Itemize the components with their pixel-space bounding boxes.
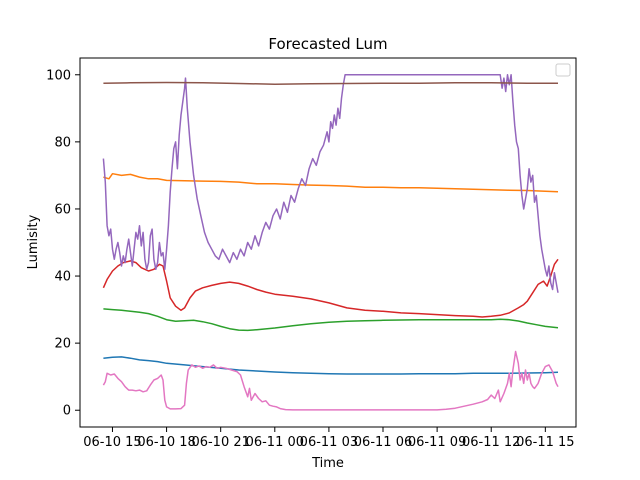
y-tick-label: 100 (46, 68, 71, 83)
y-tick-label: 40 (54, 270, 71, 285)
series-line-2 (103, 172, 559, 193)
x-tick-label: 06-10 15 (83, 435, 141, 450)
chart-title: Forecasted Lum (268, 35, 387, 53)
series-line-1 (103, 356, 559, 375)
series-line-7 (102, 350, 559, 411)
x-tick-label: 06-11 15 (516, 435, 574, 450)
series-line-6 (103, 81, 558, 85)
series-line-3 (103, 308, 559, 332)
plot-frame (79, 57, 577, 428)
x-tick-label: 06-11 12 (462, 435, 520, 450)
x-tick-label: 06-11 03 (300, 435, 358, 450)
series-line-4 (102, 258, 559, 318)
x-axis-label: Time (311, 456, 344, 471)
x-tick-label: 06-10 21 (191, 435, 249, 450)
y-axis-label: Lumisity (26, 214, 41, 269)
plot-lines (102, 74, 559, 411)
y-tick-label: 80 (54, 135, 71, 150)
y-axis-ticks: 0 20 40 60 80 100 (46, 68, 80, 419)
series-line-5 (102, 74, 559, 293)
legend-box (555, 63, 571, 77)
x-tick-label: 06-11 06 (354, 435, 412, 450)
x-tick-label: 06-11 00 (246, 435, 304, 450)
y-tick-label: 0 (63, 404, 71, 419)
y-tick-label: 60 (54, 202, 71, 217)
x-tick-label: 06-11 09 (408, 435, 466, 450)
x-tick-label: 06-10 18 (137, 435, 195, 450)
y-tick-label: 20 (54, 337, 71, 352)
